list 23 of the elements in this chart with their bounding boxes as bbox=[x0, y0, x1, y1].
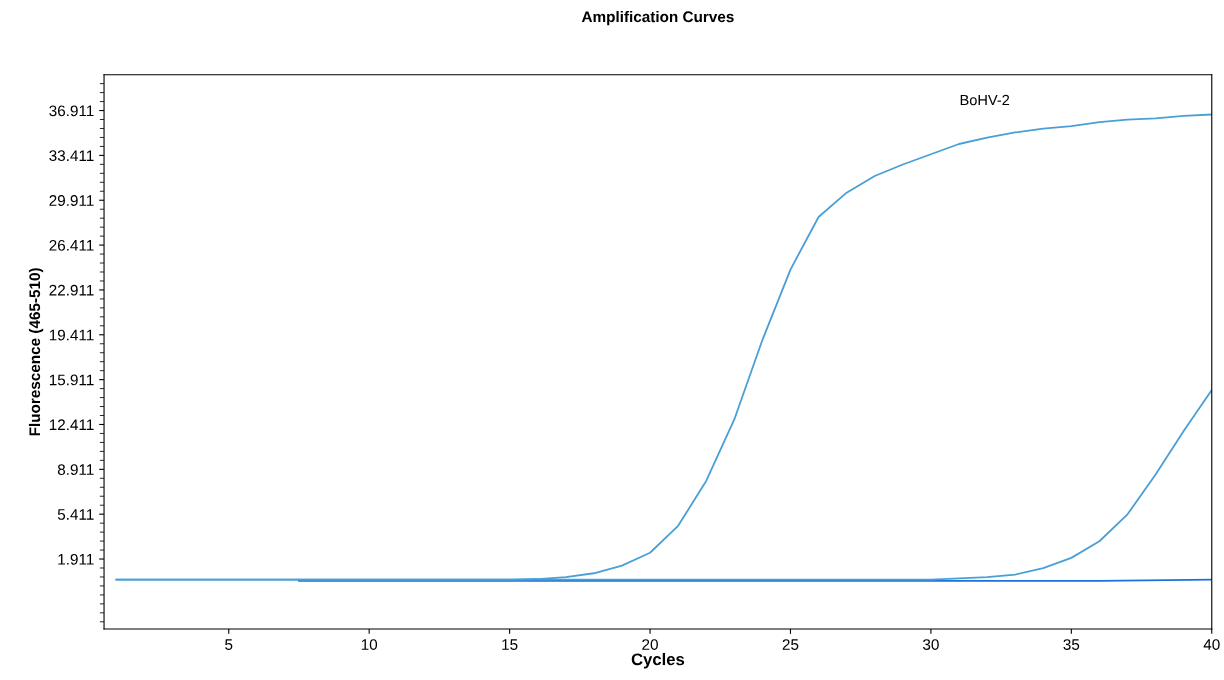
y-tick-label: 1.911 bbox=[58, 553, 94, 565]
y-tick-label: 26.411 bbox=[49, 239, 94, 251]
x-axis-title: Cycles bbox=[631, 652, 685, 669]
y-tick-label: 19.411 bbox=[49, 329, 94, 341]
y-tick-label: 36.911 bbox=[49, 105, 94, 117]
y-tick-label: 22.911 bbox=[49, 284, 94, 296]
y-tick-label: 29.911 bbox=[49, 195, 94, 206]
y-tick-label: 8.911 bbox=[57, 464, 94, 476]
annotation: BoHV-2 bbox=[960, 94, 1010, 106]
y-axis-title: Fluorescence (465-510) bbox=[28, 268, 44, 436]
x-tick-label: 35 bbox=[1063, 639, 1080, 650]
y-tick-label: 15.911 bbox=[49, 374, 94, 386]
x-tick-label: 40 bbox=[1203, 639, 1220, 650]
x-tick-label: 15 bbox=[502, 639, 518, 650]
x-tick-label: 25 bbox=[782, 639, 799, 650]
chart-title: Amplification Curves bbox=[581, 10, 734, 26]
x-tick-label: 10 bbox=[361, 639, 378, 650]
y-tick-label: 33.411 bbox=[49, 150, 94, 162]
x-tick-label: 5 bbox=[225, 639, 233, 650]
y-tick-label: 5.411 bbox=[57, 509, 94, 520]
y-tick-label: 12.411 bbox=[49, 419, 94, 431]
x-tick-label: 20 bbox=[642, 639, 658, 650]
x-tick-label: 30 bbox=[922, 639, 939, 650]
